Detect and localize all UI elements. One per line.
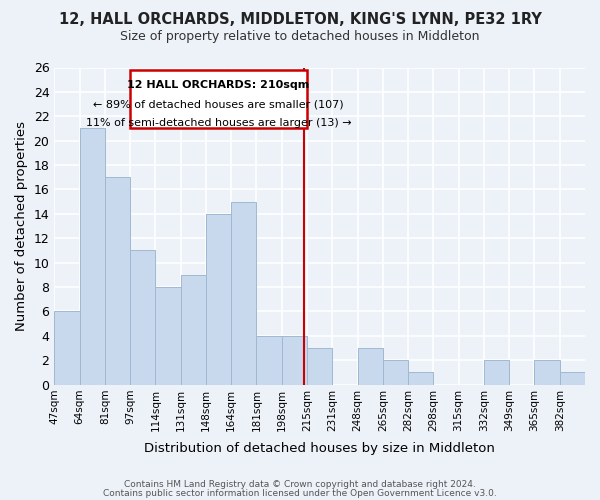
Bar bbox=[535, 360, 560, 384]
Bar bbox=[206, 214, 231, 384]
X-axis label: Distribution of detached houses by size in Middleton: Distribution of detached houses by size … bbox=[144, 442, 495, 455]
Bar bbox=[282, 336, 307, 384]
Bar bbox=[181, 275, 206, 384]
Bar bbox=[358, 348, 383, 385]
Y-axis label: Number of detached properties: Number of detached properties bbox=[15, 121, 28, 331]
Bar bbox=[256, 336, 282, 384]
Text: Contains HM Land Registry data © Crown copyright and database right 2024.: Contains HM Land Registry data © Crown c… bbox=[124, 480, 476, 489]
Bar bbox=[80, 128, 105, 384]
Bar bbox=[231, 202, 256, 384]
Text: ← 89% of detached houses are smaller (107): ← 89% of detached houses are smaller (10… bbox=[93, 99, 344, 109]
Text: 12, HALL ORCHARDS, MIDDLETON, KING'S LYNN, PE32 1RY: 12, HALL ORCHARDS, MIDDLETON, KING'S LYN… bbox=[59, 12, 541, 28]
Bar bbox=[383, 360, 408, 384]
Bar bbox=[130, 250, 155, 384]
Text: Size of property relative to detached houses in Middleton: Size of property relative to detached ho… bbox=[120, 30, 480, 43]
Text: 12 HALL ORCHARDS: 210sqm: 12 HALL ORCHARDS: 210sqm bbox=[127, 80, 310, 90]
Text: Contains public sector information licensed under the Open Government Licence v3: Contains public sector information licen… bbox=[103, 488, 497, 498]
Text: 11% of semi-detached houses are larger (13) →: 11% of semi-detached houses are larger (… bbox=[86, 118, 352, 128]
Bar bbox=[560, 372, 585, 384]
Bar bbox=[408, 372, 433, 384]
Bar bbox=[155, 287, 181, 384]
Bar bbox=[54, 312, 80, 384]
FancyBboxPatch shape bbox=[130, 70, 307, 128]
Bar bbox=[307, 348, 332, 385]
Bar bbox=[484, 360, 509, 384]
Bar bbox=[105, 178, 130, 384]
